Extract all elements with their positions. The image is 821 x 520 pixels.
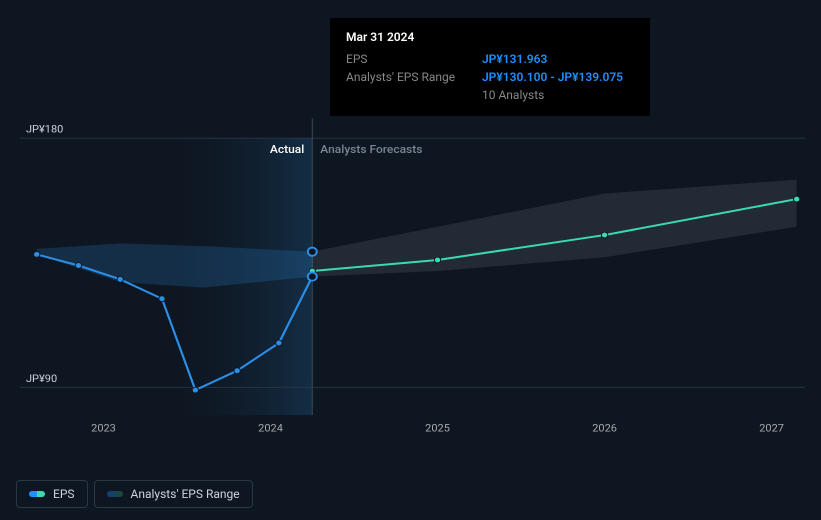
legend-label: Analysts' EPS Range xyxy=(131,487,240,501)
actual-eps-marker xyxy=(276,340,282,346)
highlight-marker xyxy=(308,248,317,256)
y-tick-label: JP¥90 xyxy=(26,372,57,384)
forecast-range-area xyxy=(312,180,796,277)
actual-eps-marker xyxy=(75,263,81,269)
region-label-forecast: Analysts Forecasts xyxy=(320,142,422,155)
x-tick-label: 2023 xyxy=(91,422,116,434)
eps-chart[interactable]: JP¥180 JP¥90 Actual Analysts Forecasts 2023 2… xyxy=(16,118,805,448)
actual-eps-marker xyxy=(34,252,40,258)
actual-eps-marker xyxy=(159,296,165,302)
legend-swatch-range xyxy=(107,491,123,497)
y-tick-label: JP¥180 xyxy=(26,123,63,135)
x-tick-label: 2026 xyxy=(592,422,617,434)
x-tick-label: 2025 xyxy=(425,422,450,434)
x-tick-label: 2027 xyxy=(759,422,784,434)
forecast-eps-marker xyxy=(793,196,799,202)
chart-legend: EPS Analysts' EPS Range xyxy=(16,480,253,508)
region-label-actual: Actual xyxy=(270,142,304,155)
actual-eps-marker xyxy=(234,368,240,374)
forecast-eps-marker xyxy=(601,232,607,238)
chart-tooltip: Mar 31 2024 EPS JP¥131.963 Analysts' EPS R… xyxy=(330,18,650,116)
tooltip-analyst-count: 10 Analysts xyxy=(482,88,544,102)
forecast-eps-marker xyxy=(434,257,440,263)
actual-eps-marker xyxy=(117,276,123,282)
legend-item-eps[interactable]: EPS xyxy=(16,480,88,508)
actual-eps-marker xyxy=(192,387,198,393)
x-tick-label: 2024 xyxy=(258,422,283,434)
tooltip-date: Mar 31 2024 xyxy=(346,30,634,44)
legend-label: EPS xyxy=(53,487,75,501)
tooltip-row-value: JP¥130.100 - JP¥139.075 xyxy=(482,70,623,84)
highlight-marker xyxy=(308,272,317,280)
legend-swatch-eps xyxy=(29,491,45,497)
legend-item-range[interactable]: Analysts' EPS Range xyxy=(94,480,253,508)
tooltip-row-value: JP¥131.963 xyxy=(482,52,547,66)
tooltip-row-label: EPS xyxy=(346,52,466,66)
tooltip-row-label: Analysts' EPS Range xyxy=(346,70,466,84)
